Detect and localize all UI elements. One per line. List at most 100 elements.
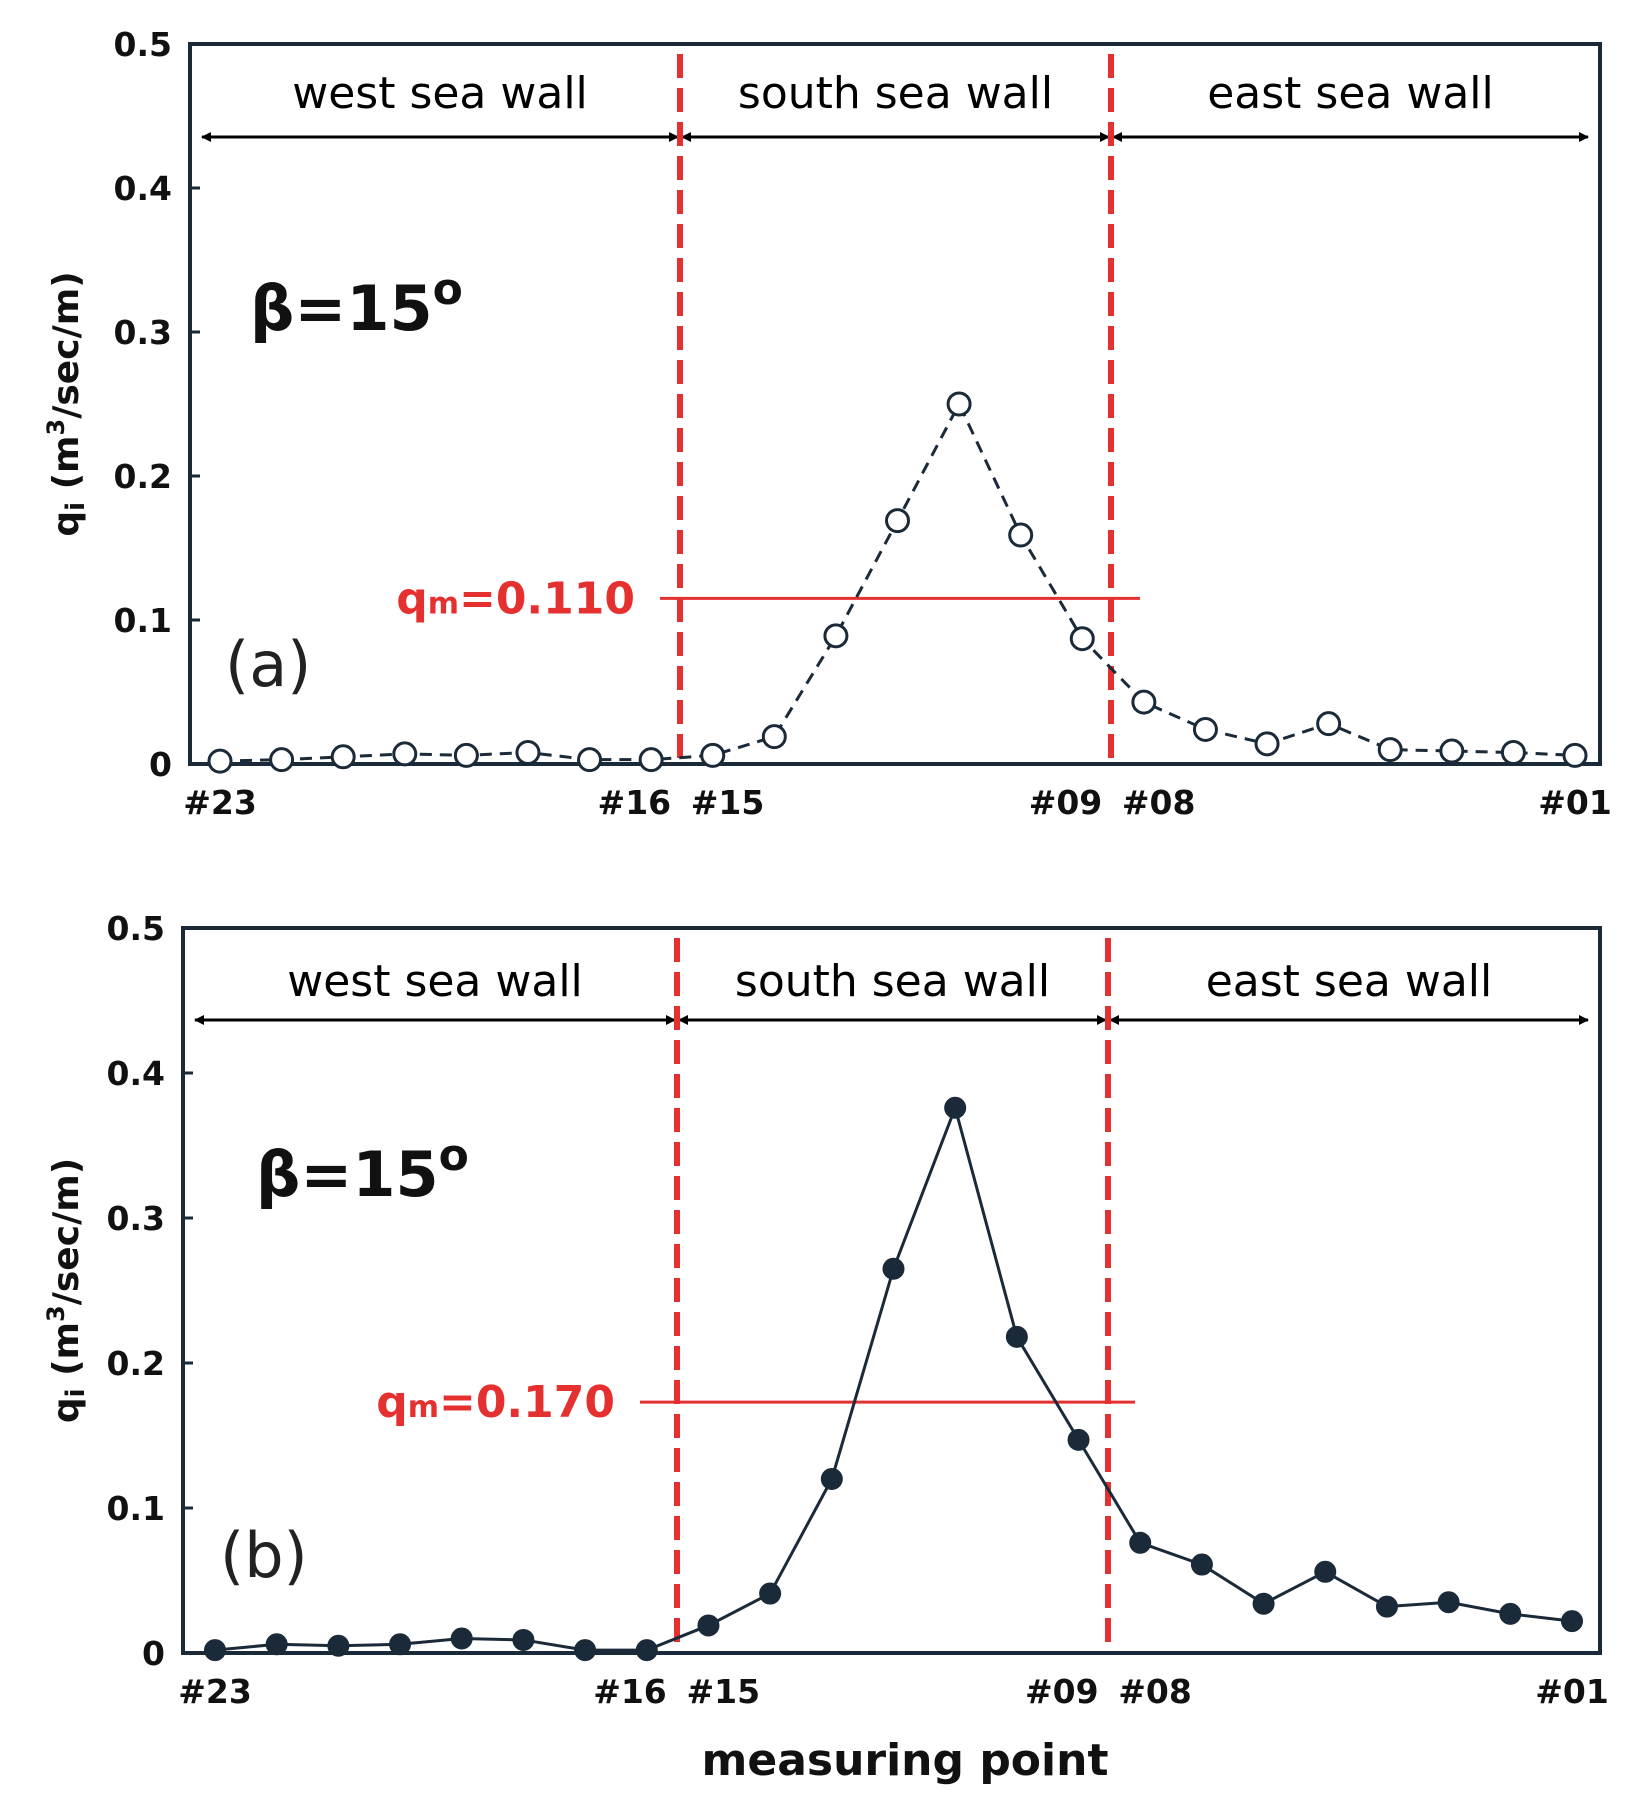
x-tick-label: #09	[1029, 783, 1103, 822]
panel-label: (b)	[220, 1519, 308, 1592]
mean-label-main: q	[376, 1377, 408, 1428]
y-axis-label-superscript: 3	[42, 1305, 70, 1322]
data-point	[946, 391, 972, 417]
data-point	[1131, 689, 1157, 715]
data-point	[1067, 1428, 1090, 1451]
data-point	[330, 744, 356, 770]
data-point	[265, 1633, 288, 1656]
data-point	[515, 739, 541, 765]
mean-label: qm=0.110	[396, 573, 635, 624]
data-point	[574, 1639, 597, 1662]
data-point	[1437, 1591, 1460, 1614]
y-axis-label-subscript: i	[61, 502, 91, 511]
data-point	[577, 747, 603, 773]
panel-label: (a)	[225, 628, 311, 701]
data-point	[1375, 1595, 1398, 1618]
data-point	[269, 747, 295, 773]
data-point	[1192, 716, 1218, 742]
region-label: south sea wall	[735, 956, 1050, 1007]
y-axis-label-units: (m	[46, 1322, 87, 1389]
x-tick-label: #01	[1538, 783, 1612, 822]
data-point	[700, 742, 726, 768]
data-point	[638, 747, 664, 773]
data-point	[635, 1639, 658, 1662]
data-point	[1129, 1531, 1152, 1554]
data-point	[1316, 711, 1342, 737]
plot-frame	[181, 926, 1602, 1655]
data-point	[944, 1096, 967, 1119]
data-point	[392, 741, 418, 767]
y-axis-label-superscript: 3	[42, 419, 70, 436]
data-point	[885, 508, 910, 534]
data-point	[761, 724, 787, 750]
data-point	[1008, 522, 1034, 548]
data-point	[1069, 626, 1095, 652]
beta-annotation-superscript: o	[433, 264, 463, 315]
y-tick-label: 0.2	[107, 1344, 165, 1383]
data-point	[1439, 738, 1465, 764]
x-tick-label: #16	[598, 783, 672, 822]
data-point	[1190, 1553, 1213, 1576]
x-tick-label: #08	[1122, 783, 1196, 822]
mean-label-subscript: m	[428, 586, 459, 621]
x-tick-label: #23	[183, 783, 257, 822]
x-tick-label: #08	[1118, 1672, 1192, 1711]
mean-label-value: =0.110	[459, 573, 635, 624]
y-tick-label: 0.4	[107, 1054, 165, 1093]
data-point	[450, 1627, 473, 1650]
data-point	[1561, 1610, 1583, 1633]
data-point	[1499, 1602, 1522, 1625]
data-point	[204, 1639, 226, 1662]
data-point	[327, 1634, 350, 1657]
y-tick-label: 0	[142, 1634, 165, 1673]
data-point	[697, 1614, 720, 1637]
y-tick-label: 0.5	[107, 909, 165, 948]
y-axis-label-units: (m	[46, 435, 87, 502]
data-point	[1500, 739, 1526, 765]
mean-label-main: q	[396, 573, 428, 624]
region-label: east sea wall	[1207, 68, 1494, 119]
mean-label-value: =0.170	[439, 1377, 615, 1428]
x-tick-label: #16	[593, 1672, 667, 1711]
x-tick-label: #15	[691, 783, 765, 822]
x-tick-label: #01	[1535, 1672, 1609, 1711]
y-axis-label: qi (m3/sec/m)	[42, 271, 91, 536]
plot-frame	[188, 42, 1602, 766]
x-tick-label: #15	[686, 1672, 760, 1711]
data-point	[207, 748, 233, 774]
data-point	[1005, 1325, 1028, 1348]
data-point	[453, 742, 479, 768]
data-point	[1314, 1560, 1337, 1583]
y-tick-label: 0.2	[114, 457, 172, 496]
region-label: west sea wall	[292, 68, 588, 119]
data-point	[882, 1257, 905, 1280]
y-tick-label: 0.3	[107, 1199, 165, 1238]
y-tick-label: 0.1	[107, 1489, 165, 1528]
y-axis-label-main: q	[46, 511, 87, 537]
y-tick-label: 0	[149, 745, 172, 784]
data-point	[759, 1582, 782, 1605]
region-label: east sea wall	[1206, 956, 1493, 1007]
data-point	[1252, 1592, 1275, 1615]
data-point	[389, 1633, 412, 1656]
y-tick-label: 0.1	[114, 601, 172, 640]
data-point	[1254, 731, 1280, 757]
y-axis-label-subscript: i	[61, 1388, 91, 1397]
beta-annotation-superscript: o	[439, 1130, 469, 1181]
y-axis-label-main: q	[46, 1397, 87, 1423]
x-axis-label: measuring point	[702, 1735, 1109, 1786]
beta-annotation-text: β=15	[250, 272, 433, 345]
mean-label: qm=0.170	[376, 1377, 615, 1428]
y-tick-label: 0.3	[114, 313, 172, 352]
data-point	[820, 1468, 843, 1490]
data-point	[512, 1628, 535, 1651]
region-label: south sea wall	[738, 68, 1053, 119]
beta-annotation: β=15o	[250, 264, 463, 345]
data-point	[823, 623, 849, 649]
y-axis-label: qi (m3/sec/m)	[42, 1158, 91, 1423]
y-tick-label: 0.5	[114, 25, 172, 64]
y-axis-label-units: /sec/m)	[46, 271, 87, 418]
